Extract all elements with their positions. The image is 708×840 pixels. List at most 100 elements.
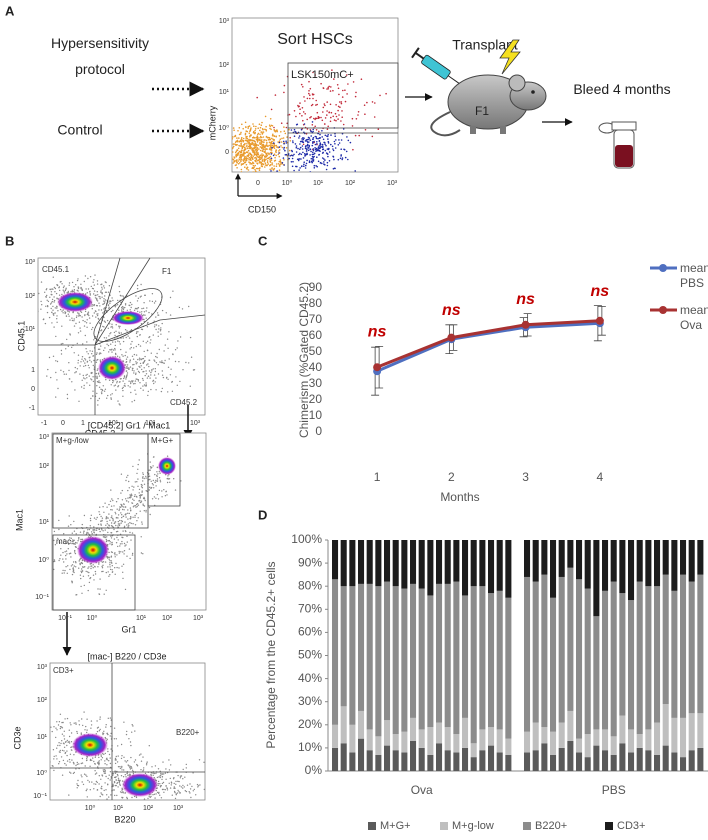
bar-segment — [584, 540, 591, 589]
density — [158, 457, 176, 475]
event — [77, 540, 79, 542]
event — [107, 748, 109, 750]
event — [166, 801, 167, 802]
event — [30, 742, 31, 743]
event — [115, 758, 117, 761]
event — [129, 507, 132, 509]
event — [270, 157, 273, 160]
event — [174, 797, 177, 800]
event — [62, 289, 64, 291]
event — [89, 789, 92, 791]
event — [90, 397, 92, 400]
event — [152, 368, 154, 370]
event — [319, 161, 322, 164]
bar-segment — [436, 743, 443, 771]
y-tick-label: 10% — [298, 740, 322, 754]
event — [118, 309, 120, 311]
event — [112, 774, 114, 776]
event — [124, 545, 126, 547]
event — [225, 120, 227, 122]
event — [126, 796, 128, 799]
event — [92, 757, 94, 759]
event — [80, 386, 83, 388]
event — [59, 308, 62, 311]
recipient-label: F1 — [475, 104, 489, 118]
x-tick-label: 10³ — [193, 615, 204, 622]
event — [237, 160, 240, 162]
event — [248, 125, 251, 127]
event — [77, 354, 80, 356]
event — [81, 757, 84, 760]
event — [114, 567, 116, 569]
bar-segment — [697, 747, 704, 771]
event — [341, 116, 344, 118]
event — [127, 774, 129, 777]
event — [47, 551, 48, 552]
bar-segment — [410, 540, 417, 584]
event — [189, 336, 192, 339]
event — [68, 729, 71, 731]
event — [338, 114, 340, 116]
event — [260, 142, 263, 144]
event — [171, 794, 173, 796]
event — [101, 757, 104, 759]
event — [122, 355, 124, 357]
event — [33, 303, 34, 304]
event — [315, 129, 318, 131]
event — [133, 353, 136, 356]
event — [115, 324, 117, 326]
event — [93, 293, 95, 295]
event — [165, 785, 167, 787]
event — [164, 801, 165, 802]
event — [96, 300, 99, 302]
event — [75, 566, 77, 568]
event — [115, 501, 118, 503]
event — [91, 353, 93, 355]
event — [293, 153, 295, 156]
event — [59, 289, 61, 292]
event — [90, 531, 93, 533]
event — [145, 385, 147, 387]
bar-segment — [662, 745, 669, 771]
event — [260, 136, 263, 139]
event — [326, 164, 329, 167]
event — [129, 366, 132, 368]
event — [315, 117, 318, 120]
event — [100, 778, 102, 780]
event — [122, 305, 124, 308]
event — [50, 726, 52, 728]
event — [112, 499, 114, 502]
event — [68, 369, 70, 372]
event — [297, 105, 300, 108]
event — [153, 772, 155, 775]
event — [270, 170, 272, 172]
event — [176, 384, 178, 386]
event — [256, 175, 258, 177]
event — [321, 119, 324, 122]
event — [270, 145, 272, 148]
bar-segment — [349, 752, 356, 771]
event — [107, 517, 109, 519]
event — [260, 154, 262, 156]
event — [113, 505, 115, 507]
event — [155, 485, 157, 487]
event — [92, 355, 95, 357]
event — [331, 145, 334, 148]
bar-segment — [602, 729, 609, 751]
bar-segment — [366, 540, 373, 584]
event — [108, 351, 110, 353]
event — [100, 290, 102, 292]
event — [122, 295, 124, 297]
event — [131, 502, 133, 504]
event — [312, 157, 314, 160]
event — [87, 364, 90, 367]
event — [338, 173, 340, 175]
event — [276, 178, 278, 180]
event — [55, 736, 57, 739]
event — [70, 741, 73, 743]
event — [192, 790, 194, 792]
bar-segment — [401, 752, 408, 771]
event — [159, 776, 161, 779]
event — [264, 115, 267, 118]
event — [60, 280, 62, 283]
